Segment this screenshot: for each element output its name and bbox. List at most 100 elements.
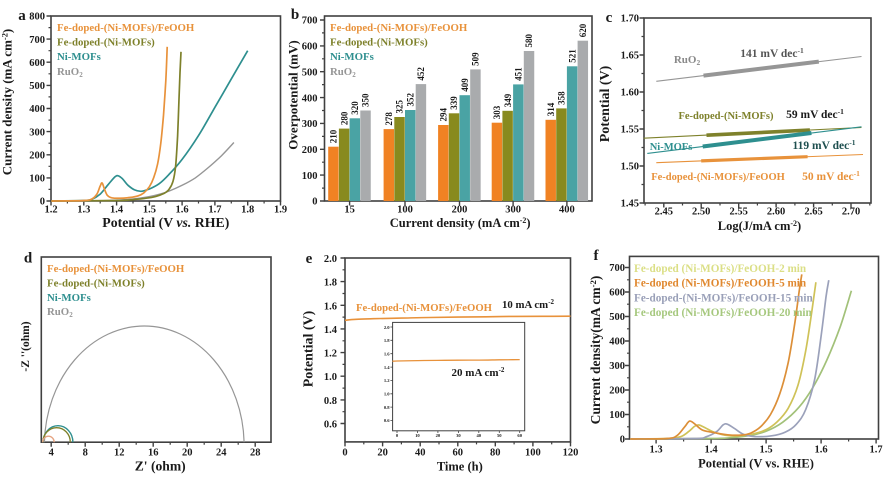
svg-text:1.2: 1.2 bbox=[384, 378, 390, 383]
svg-text:Current density(mA cm-2): Current density(mA cm-2) bbox=[588, 276, 603, 425]
svg-text:1.6: 1.6 bbox=[176, 205, 189, 216]
svg-text:320: 320 bbox=[350, 101, 360, 115]
svg-text:1.6: 1.6 bbox=[384, 352, 390, 357]
svg-text:f: f bbox=[594, 248, 600, 264]
svg-text:Fe-doped-(Ni-MOFs)/FeOOH-15 mi: Fe-doped-(Ni-MOFs)/FeOOH-15 min bbox=[634, 292, 813, 304]
svg-text:Current density (mA cm-2): Current density (mA cm-2) bbox=[390, 216, 531, 230]
svg-text:1.4: 1.4 bbox=[705, 445, 719, 456]
svg-text:600: 600 bbox=[609, 288, 625, 299]
svg-text:451: 451 bbox=[514, 67, 524, 81]
svg-text:620: 620 bbox=[578, 23, 588, 37]
svg-text:1.4: 1.4 bbox=[324, 325, 338, 336]
svg-text:100: 100 bbox=[525, 447, 541, 458]
svg-text:10 mA cm-2: 10 mA cm-2 bbox=[502, 298, 555, 311]
svg-text:1.5: 1.5 bbox=[760, 445, 773, 456]
svg-text:Ni-MOFs: Ni-MOFs bbox=[47, 292, 91, 304]
svg-text:294: 294 bbox=[439, 108, 449, 122]
svg-text:0.6: 0.6 bbox=[324, 420, 337, 431]
svg-text:1.3: 1.3 bbox=[650, 445, 663, 456]
svg-text:50: 50 bbox=[497, 433, 502, 438]
svg-text:300: 300 bbox=[302, 119, 318, 130]
svg-text:Fe-doped-(Ni-MOFs)/FeOOH: Fe-doped-(Ni-MOFs)/FeOOH bbox=[356, 302, 493, 314]
svg-text:16: 16 bbox=[148, 448, 159, 459]
svg-text:4: 4 bbox=[49, 448, 55, 459]
svg-text:20 mA cm-2: 20 mA cm-2 bbox=[452, 366, 505, 379]
svg-text:350: 350 bbox=[361, 93, 371, 107]
svg-text:200: 200 bbox=[609, 386, 625, 397]
svg-text:1.8: 1.8 bbox=[324, 278, 337, 289]
svg-text:303: 303 bbox=[492, 105, 502, 119]
svg-text:100: 100 bbox=[609, 410, 625, 421]
svg-text:60: 60 bbox=[453, 447, 464, 458]
svg-text:339: 339 bbox=[449, 96, 459, 110]
svg-text:1.9: 1.9 bbox=[274, 205, 287, 216]
svg-text:1.7: 1.7 bbox=[208, 205, 221, 216]
svg-text:RuO2: RuO2 bbox=[57, 66, 83, 79]
svg-text:RuO2: RuO2 bbox=[674, 54, 701, 67]
svg-text:2.65: 2.65 bbox=[804, 207, 822, 218]
svg-text:50 mV dec-1: 50 mV dec-1 bbox=[802, 169, 860, 183]
svg-text:2.50: 2.50 bbox=[692, 207, 710, 218]
svg-text:314: 314 bbox=[546, 102, 556, 116]
svg-text:400: 400 bbox=[559, 205, 575, 216]
svg-text:200: 200 bbox=[452, 205, 468, 216]
svg-text:RuO2: RuO2 bbox=[330, 66, 356, 79]
svg-text:700: 700 bbox=[302, 16, 318, 27]
svg-text:300: 300 bbox=[609, 361, 625, 372]
svg-text:700: 700 bbox=[609, 263, 625, 274]
svg-text:521: 521 bbox=[567, 49, 577, 63]
svg-text:452: 452 bbox=[416, 67, 426, 81]
svg-text:8: 8 bbox=[83, 448, 88, 459]
svg-text:40: 40 bbox=[477, 433, 482, 438]
svg-text:1.3: 1.3 bbox=[77, 205, 90, 216]
svg-text:120: 120 bbox=[563, 447, 579, 458]
svg-text:b: b bbox=[291, 7, 299, 23]
svg-text:Fe-doped (Ni-MOFs)/FeOOH-20 mi: Fe-doped (Ni-MOFs)/FeOOH-20 min bbox=[634, 307, 813, 319]
svg-text:349: 349 bbox=[503, 93, 513, 107]
svg-text:Fe-doped (Ni-MOFs)/FeOOH-2 min: Fe-doped (Ni-MOFs)/FeOOH-2 min bbox=[634, 263, 807, 275]
svg-text:1.45: 1.45 bbox=[621, 199, 639, 210]
svg-text:1.60: 1.60 bbox=[621, 88, 639, 99]
svg-text:210: 210 bbox=[329, 129, 339, 143]
svg-text:300: 300 bbox=[505, 205, 521, 216]
svg-text:200: 200 bbox=[29, 150, 45, 161]
svg-text:Ni-MOFs: Ni-MOFs bbox=[330, 51, 374, 63]
svg-text:0.6: 0.6 bbox=[384, 418, 390, 423]
svg-text:a: a bbox=[18, 8, 26, 24]
svg-text:100: 100 bbox=[302, 171, 318, 182]
svg-text:1.55: 1.55 bbox=[621, 125, 639, 136]
svg-text:28: 28 bbox=[250, 448, 261, 459]
svg-text:20: 20 bbox=[377, 447, 388, 458]
svg-text:1.6: 1.6 bbox=[815, 445, 828, 456]
svg-text:1.2: 1.2 bbox=[324, 349, 337, 360]
svg-text:1.6: 1.6 bbox=[324, 301, 337, 312]
svg-text:1.8: 1.8 bbox=[241, 205, 254, 216]
svg-text:Fe-doped-(Ni-MOFs): Fe-doped-(Ni-MOFs) bbox=[57, 37, 155, 49]
svg-text:1.5: 1.5 bbox=[143, 205, 156, 216]
svg-text:Current density (mA cm-2): Current density (mA cm-2) bbox=[0, 29, 15, 176]
svg-text:358: 358 bbox=[557, 91, 567, 105]
svg-text:600: 600 bbox=[29, 58, 45, 69]
svg-text:40: 40 bbox=[415, 447, 426, 458]
svg-text:RuO2: RuO2 bbox=[47, 306, 73, 319]
svg-text:Ni-MOFs: Ni-MOFs bbox=[57, 51, 101, 63]
svg-text:60: 60 bbox=[517, 433, 522, 438]
svg-text:2.45: 2.45 bbox=[655, 207, 673, 218]
svg-text:1.70: 1.70 bbox=[621, 14, 639, 25]
svg-text:Fe-doped-(Ni-MOFs)/FeOOH: Fe-doped-(Ni-MOFs)/FeOOH bbox=[330, 22, 468, 34]
svg-text:Fe-doped-(Ni-MOFs)/FeOOH: Fe-doped-(Ni-MOFs)/FeOOH bbox=[57, 22, 195, 34]
svg-text:2.60: 2.60 bbox=[767, 207, 785, 218]
svg-text:Potential (V vs. RHE): Potential (V vs. RHE) bbox=[698, 457, 814, 471]
svg-text:500: 500 bbox=[29, 81, 45, 92]
svg-text:1.0: 1.0 bbox=[324, 372, 337, 383]
svg-text:Potential (V): Potential (V) bbox=[302, 310, 317, 387]
svg-text:0: 0 bbox=[40, 197, 45, 208]
svg-text:200: 200 bbox=[302, 145, 318, 156]
svg-text:0.8: 0.8 bbox=[324, 396, 337, 407]
svg-text:119 mV dec-1: 119 mV dec-1 bbox=[793, 138, 856, 152]
svg-text:30: 30 bbox=[456, 433, 461, 438]
svg-text:Fe-doped (Ni-MOFs)/FeOOH-5 min: Fe-doped (Ni-MOFs)/FeOOH-5 min bbox=[634, 278, 807, 290]
svg-text:20: 20 bbox=[436, 433, 441, 438]
svg-text:400: 400 bbox=[29, 104, 45, 115]
svg-text:0: 0 bbox=[396, 433, 399, 438]
